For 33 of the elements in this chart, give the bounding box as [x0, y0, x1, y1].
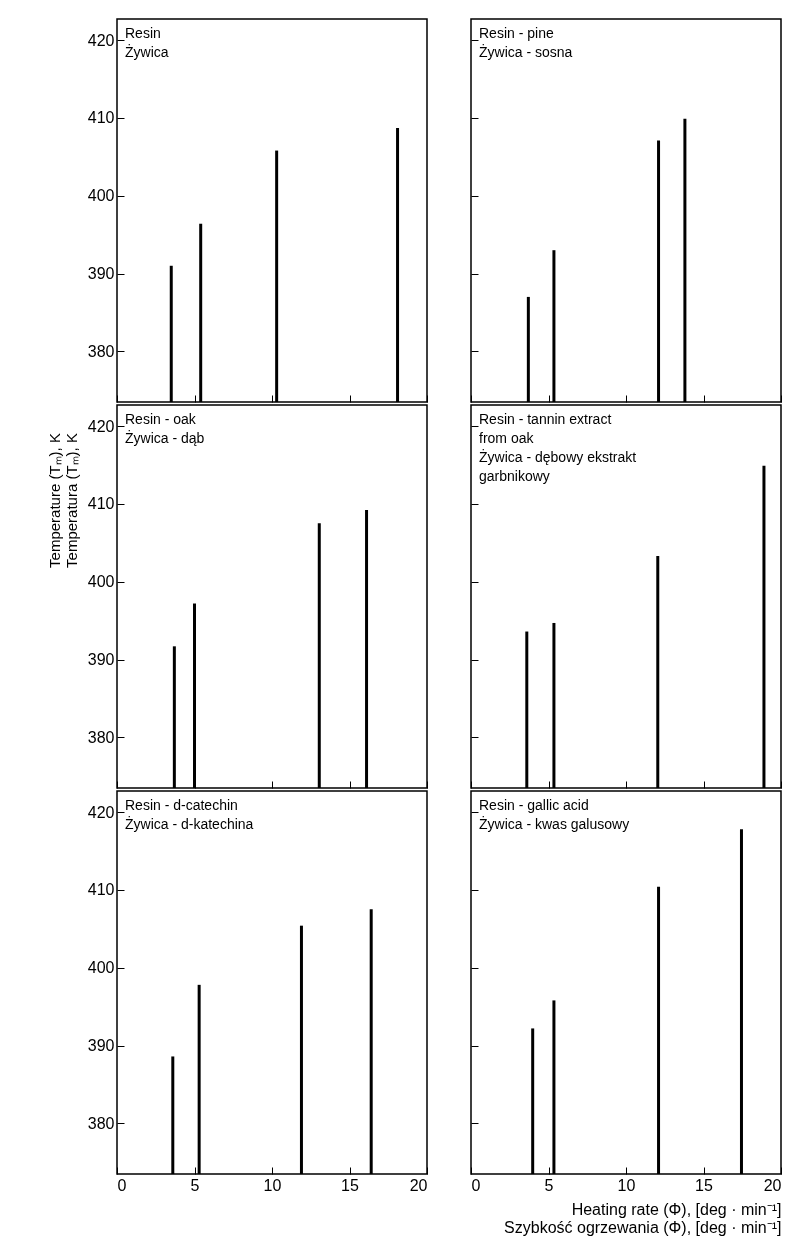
x-axis-title: Heating rate (Φ), [deg · min⁻¹] Szybkość ogrzewania (Φ), [deg · min⁻¹] [504, 1200, 782, 1236]
y-tick-label: 400 [87, 573, 115, 591]
x-tick-label: 20 [409, 1176, 428, 1194]
y-tick-label: 400 [87, 187, 115, 205]
x-tick-label: 15 [695, 1176, 713, 1194]
y-tick-label: 380 [87, 728, 115, 746]
x-tick-label: 5 [190, 1176, 200, 1194]
y-tick-label: 410 [87, 495, 115, 513]
y-tick-label: 420 [87, 31, 115, 49]
text: Resin - d-catechin Żywica - d-katechina [125, 797, 254, 832]
y-tick-label: 390 [87, 651, 115, 669]
y-tick-label: 380 [87, 342, 115, 360]
y-tick-label: 410 [87, 881, 115, 899]
y-tick-label: 400 [87, 959, 115, 977]
y-axis-title: Temperature (Tₘ), K Temperatura (Tₘ), K [45, 433, 80, 568]
y-tick-label: 420 [87, 803, 115, 821]
x-tick-label: 5 [544, 1176, 554, 1194]
y-tick-label: 380 [87, 1114, 115, 1132]
x-tick-label: 0 [117, 1176, 127, 1194]
x-tick-label: 10 [617, 1176, 636, 1194]
text: Resin - pine Żywica - sosna [479, 25, 573, 60]
x-tick-label: 10 [263, 1176, 282, 1194]
x-tick-label: 20 [763, 1176, 782, 1194]
text: Resin Żywica [125, 25, 169, 60]
text: Resin - tannin extract from oak Żywica - dębowy ekstrakt garbnikowy [479, 411, 637, 484]
text: Resin - gallic acid Żywica - kwas galusowy [479, 797, 630, 832]
y-tick-label: 390 [87, 265, 115, 283]
text: Resin - oak Żywica - dąb [125, 411, 205, 446]
y-tick-label: 420 [87, 417, 115, 435]
x-tick-label: 15 [341, 1176, 359, 1194]
y-tick-label: 390 [87, 1037, 115, 1055]
y-tick-label: 410 [87, 109, 115, 127]
x-tick-label: 0 [471, 1176, 481, 1194]
